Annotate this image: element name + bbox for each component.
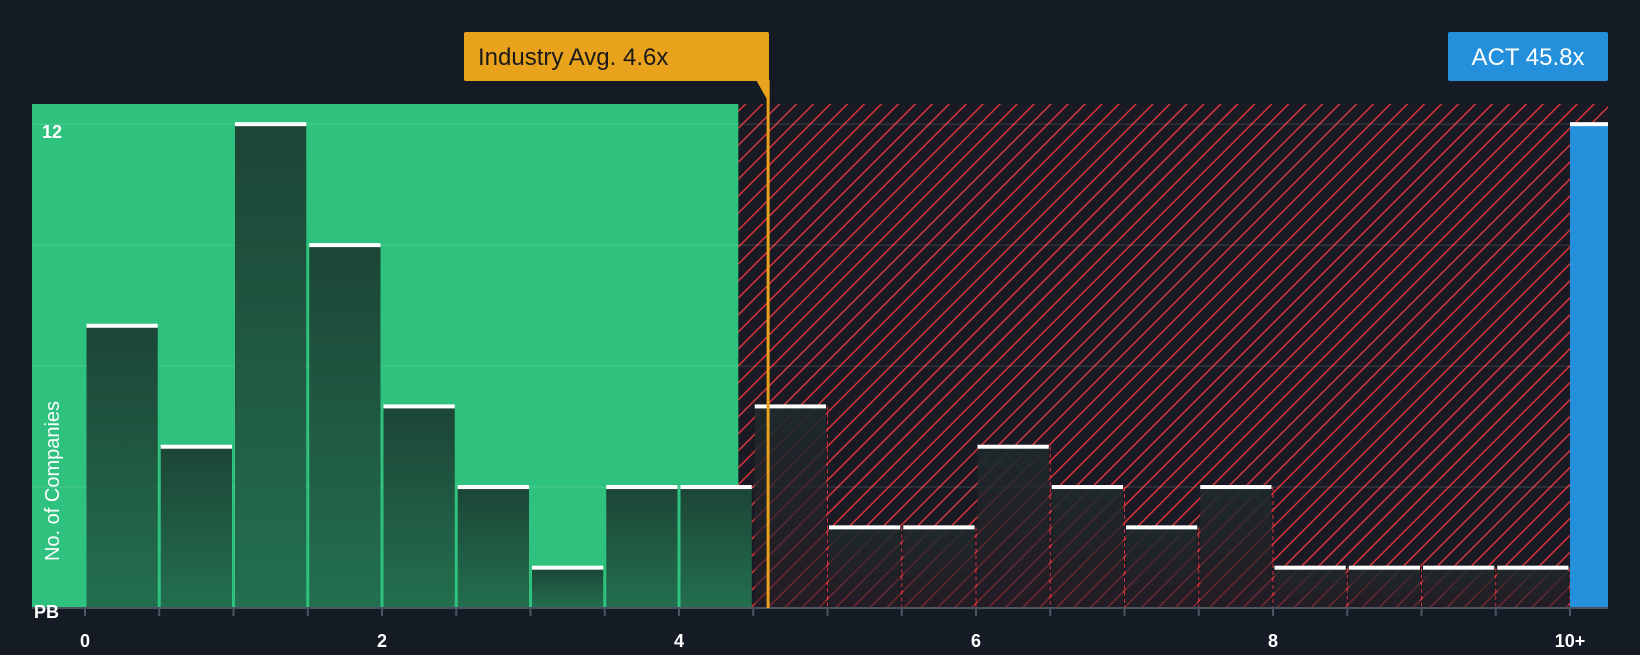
histogram-bar-cap (1423, 565, 1495, 570)
histogram-bar (1423, 567, 1495, 608)
x-tick-label: 10+ (1555, 631, 1586, 650)
histogram-bar (309, 245, 381, 608)
histogram-bar-cap (383, 404, 455, 409)
histogram-bar (383, 406, 455, 608)
industry-average-pointer (756, 80, 770, 104)
x-tick-label: 4 (674, 631, 684, 650)
histogram-bar-cap (532, 565, 604, 570)
histogram-bar (829, 527, 901, 608)
y-tick-label: 12 (42, 122, 62, 142)
histogram-bar (1200, 487, 1272, 608)
histogram-bar-cap (86, 323, 158, 328)
histogram-bar-cap (977, 444, 1049, 449)
x-axis-ticks: 0 2 4 6 8 10+ (80, 608, 1586, 651)
histogram-bar-cap (1051, 485, 1123, 490)
company-value-box (1448, 32, 1608, 81)
histogram-bar (1051, 487, 1123, 608)
histogram-bar-cap (680, 485, 752, 490)
histogram-bar-cap (235, 122, 307, 127)
histogram-bar (903, 527, 975, 608)
company-bar-group (1570, 122, 1608, 608)
histogram-bar (86, 325, 158, 608)
histogram-bar-cap (829, 525, 901, 530)
histogram-bar (1348, 567, 1420, 608)
x-axis-label: PB (34, 602, 59, 622)
y-axis-label: No. of Companies (42, 401, 64, 561)
histogram-bar (606, 487, 678, 608)
industry-average-label: Industry Avg. 4.6x (478, 44, 668, 71)
histogram-bar (457, 487, 529, 608)
histogram-bar-cap (1126, 525, 1198, 530)
histogram-bar (1126, 527, 1198, 608)
histogram-bar (235, 124, 307, 608)
x-tick-label: 8 (1268, 631, 1278, 650)
company-bar-cap (1570, 122, 1608, 127)
x-tick-label: 0 (80, 631, 90, 650)
histogram-bar-cap (457, 485, 529, 490)
histogram-bar-cap (903, 525, 975, 530)
histogram-bar (1497, 567, 1569, 608)
company-value-label: ACT 45.8x (1472, 44, 1585, 71)
histogram-bar (1274, 567, 1346, 608)
histogram-bar-cap (1274, 565, 1346, 570)
histogram-bars (86, 122, 1571, 608)
histogram-bar-cap (1200, 485, 1272, 490)
industry-average-callout: Industry Avg. 4.6x (464, 32, 770, 104)
histogram-bar (160, 446, 232, 608)
histogram-bar-cap (1497, 565, 1569, 570)
histogram-bar-cap (160, 444, 232, 449)
histogram-bar-cap (309, 243, 381, 248)
histogram-bar (532, 567, 604, 608)
industry-average-box (464, 32, 769, 81)
overvalued-zone (738, 104, 1608, 608)
histogram-bar-cap (1348, 565, 1420, 570)
x-tick-label: 2 (377, 631, 387, 650)
x-tick-label: 6 (971, 631, 981, 650)
histogram-bar (754, 406, 826, 608)
company-callout: ACT 45.8x (1448, 32, 1608, 81)
histogram-bar-cap (754, 404, 826, 409)
histogram-bar-cap (606, 485, 678, 490)
company-bar (1570, 124, 1608, 608)
histogram-bar (977, 446, 1049, 608)
histogram-bar (680, 487, 752, 608)
